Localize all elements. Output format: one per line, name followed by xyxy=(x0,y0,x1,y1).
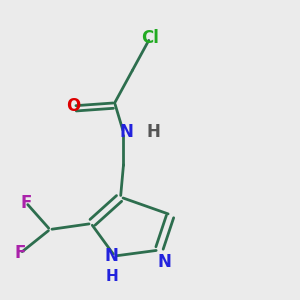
Text: N: N xyxy=(119,123,134,141)
Text: H: H xyxy=(105,269,118,284)
Text: F: F xyxy=(15,244,26,262)
Text: N: N xyxy=(105,247,119,265)
Text: O: O xyxy=(66,97,81,115)
Text: F: F xyxy=(21,194,32,212)
Text: N: N xyxy=(158,253,172,271)
Text: Cl: Cl xyxy=(141,29,159,47)
Text: H: H xyxy=(146,123,160,141)
